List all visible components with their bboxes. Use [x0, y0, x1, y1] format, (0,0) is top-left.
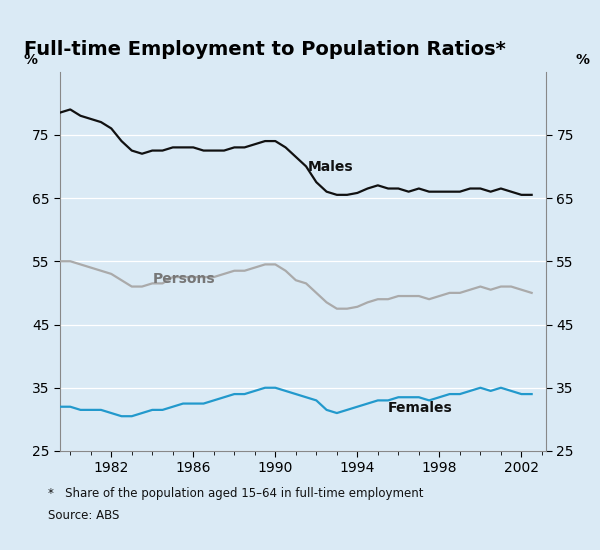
Text: Full-time Employment to Population Ratios*: Full-time Employment to Population Ratio…: [23, 40, 505, 59]
Text: Persons: Persons: [152, 272, 215, 287]
Text: *   Share of the population aged 15–64 in full-time employment: * Share of the population aged 15–64 in …: [48, 487, 424, 500]
Text: %: %: [23, 53, 38, 67]
Text: Females: Females: [388, 401, 453, 415]
Text: Males: Males: [308, 161, 354, 174]
Text: Source: ABS: Source: ABS: [48, 509, 119, 522]
Text: %: %: [575, 53, 589, 67]
